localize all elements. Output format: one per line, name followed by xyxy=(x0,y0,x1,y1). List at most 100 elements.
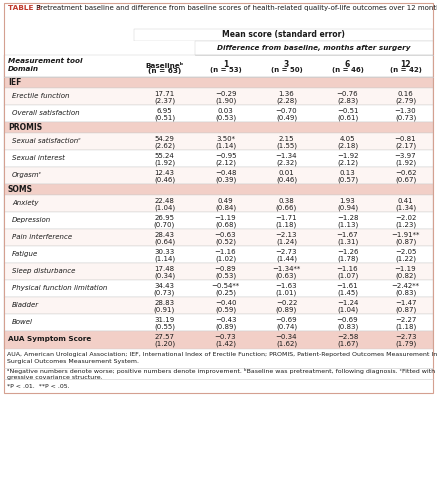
Text: (0.61): (0.61) xyxy=(337,115,358,121)
Text: (0.83): (0.83) xyxy=(395,289,416,296)
Text: 6.95: 6.95 xyxy=(157,108,172,114)
Text: −0.63: −0.63 xyxy=(215,232,236,238)
Text: Pain interference: Pain interference xyxy=(12,234,72,240)
Text: 17.71: 17.71 xyxy=(154,91,175,97)
Bar xyxy=(4,3,433,393)
Text: (2.37): (2.37) xyxy=(154,97,175,104)
Text: −2.73: −2.73 xyxy=(395,334,416,340)
Text: (1.34): (1.34) xyxy=(395,204,416,211)
Text: (1.22): (1.22) xyxy=(395,255,416,262)
Text: (1.23): (1.23) xyxy=(395,221,416,228)
Text: (2.12): (2.12) xyxy=(337,159,358,166)
Text: Physical function limitation: Physical function limitation xyxy=(12,285,108,291)
Text: 26.95: 26.95 xyxy=(155,215,174,221)
Text: (1.78): (1.78) xyxy=(337,255,358,262)
Text: (0.82): (0.82) xyxy=(395,273,416,279)
Text: (0.66): (0.66) xyxy=(276,204,297,211)
Text: (0.73): (0.73) xyxy=(395,115,416,121)
Bar xyxy=(4,184,433,195)
Text: Orgasmᶜ: Orgasmᶜ xyxy=(12,172,42,178)
Text: −2.58: −2.58 xyxy=(337,334,358,340)
Text: (1.04): (1.04) xyxy=(154,204,175,211)
Text: (1.14): (1.14) xyxy=(154,255,175,262)
Text: Domain: Domain xyxy=(8,66,39,72)
Text: −0.81: −0.81 xyxy=(395,136,416,142)
Text: (0.63): (0.63) xyxy=(276,273,297,279)
Text: (0.91): (0.91) xyxy=(154,307,175,313)
Text: (0.55): (0.55) xyxy=(154,324,175,330)
Bar xyxy=(4,55,433,77)
Text: 1.93: 1.93 xyxy=(340,198,355,204)
Text: ᵃNegative numbers denote worse; positive numbers denote improvement. ᵇBaseline w: ᵃNegative numbers denote worse; positive… xyxy=(7,368,437,374)
Text: Surgical Outcomes Measurement System.: Surgical Outcomes Measurement System. xyxy=(7,359,139,364)
Text: −2.02: −2.02 xyxy=(395,215,416,221)
Text: −1.19: −1.19 xyxy=(395,266,416,272)
Text: Difference from baseline, months after surgery: Difference from baseline, months after s… xyxy=(217,45,411,51)
Text: Bowel: Bowel xyxy=(12,319,33,325)
Text: 0.13: 0.13 xyxy=(340,170,355,176)
Text: −0.34: −0.34 xyxy=(276,334,297,340)
Text: 1: 1 xyxy=(223,60,228,69)
Text: Overall satisfaction: Overall satisfaction xyxy=(12,110,80,116)
Text: (0.83): (0.83) xyxy=(337,324,358,330)
Text: (1.92): (1.92) xyxy=(154,159,175,166)
Text: (0.70): (0.70) xyxy=(154,221,175,228)
Text: (n = 53): (n = 53) xyxy=(210,67,241,73)
Text: 22.48: 22.48 xyxy=(155,198,174,204)
Text: (2.18): (2.18) xyxy=(337,143,358,149)
Text: (1.45): (1.45) xyxy=(337,289,358,296)
Text: (1.90): (1.90) xyxy=(215,97,236,104)
Text: −1.67: −1.67 xyxy=(336,232,358,238)
Text: 0.16: 0.16 xyxy=(398,91,413,97)
Bar xyxy=(4,105,433,122)
Bar xyxy=(4,3,433,29)
Text: (n = 42): (n = 42) xyxy=(389,67,421,73)
Bar xyxy=(4,150,433,167)
Text: −0.73: −0.73 xyxy=(215,334,236,340)
Text: 30.33: 30.33 xyxy=(154,249,175,255)
Text: −1.34: −1.34 xyxy=(276,153,297,159)
Text: −1.61: −1.61 xyxy=(336,283,358,289)
Bar xyxy=(4,77,433,88)
Bar xyxy=(4,29,134,41)
Text: (n = 63): (n = 63) xyxy=(148,69,181,74)
Text: −0.48: −0.48 xyxy=(215,170,236,176)
Text: PROMIS: PROMIS xyxy=(8,123,42,132)
Text: −2.27: −2.27 xyxy=(395,317,416,323)
Text: −0.76: −0.76 xyxy=(336,91,358,97)
Text: 0.49: 0.49 xyxy=(218,198,233,204)
Text: 3.50*: 3.50* xyxy=(216,136,235,142)
Text: −1.30: −1.30 xyxy=(395,108,416,114)
Text: (0.49): (0.49) xyxy=(276,115,297,121)
Text: (1.62): (1.62) xyxy=(276,340,297,347)
Text: (0.87): (0.87) xyxy=(395,307,416,313)
Text: Sexual satisfactionᶜ: Sexual satisfactionᶜ xyxy=(12,138,81,144)
Bar xyxy=(4,314,433,331)
Bar xyxy=(4,88,433,105)
Text: (0.39): (0.39) xyxy=(215,177,236,183)
Text: (1.20): (1.20) xyxy=(154,340,175,347)
Text: (0.46): (0.46) xyxy=(154,177,175,183)
Text: (0.52): (0.52) xyxy=(215,239,236,245)
Text: (0.53): (0.53) xyxy=(215,115,236,121)
Text: 17.48: 17.48 xyxy=(154,266,174,272)
Text: Pretreatment baseline and difference from baseline scores of health-related qual: Pretreatment baseline and difference fro… xyxy=(34,5,437,11)
Text: (0.68): (0.68) xyxy=(215,221,236,228)
Text: −1.47: −1.47 xyxy=(395,300,416,306)
Bar xyxy=(4,167,433,184)
Text: (2.28): (2.28) xyxy=(276,97,297,104)
Text: (2.83): (2.83) xyxy=(337,97,358,104)
Text: (1.13): (1.13) xyxy=(337,221,358,228)
Text: 28.43: 28.43 xyxy=(155,232,174,238)
Text: (1.02): (1.02) xyxy=(215,255,236,262)
Text: Fatigue: Fatigue xyxy=(12,251,38,257)
Text: −1.26: −1.26 xyxy=(337,249,358,255)
Text: (1.04): (1.04) xyxy=(337,307,358,313)
Text: (0.59): (0.59) xyxy=(215,307,236,313)
Text: 31.19: 31.19 xyxy=(154,317,175,323)
Text: (0.89): (0.89) xyxy=(215,324,236,330)
Bar xyxy=(4,195,433,212)
Text: 0.01: 0.01 xyxy=(279,170,295,176)
Text: −1.91**: −1.91** xyxy=(391,232,420,238)
Text: 12.43: 12.43 xyxy=(155,170,174,176)
